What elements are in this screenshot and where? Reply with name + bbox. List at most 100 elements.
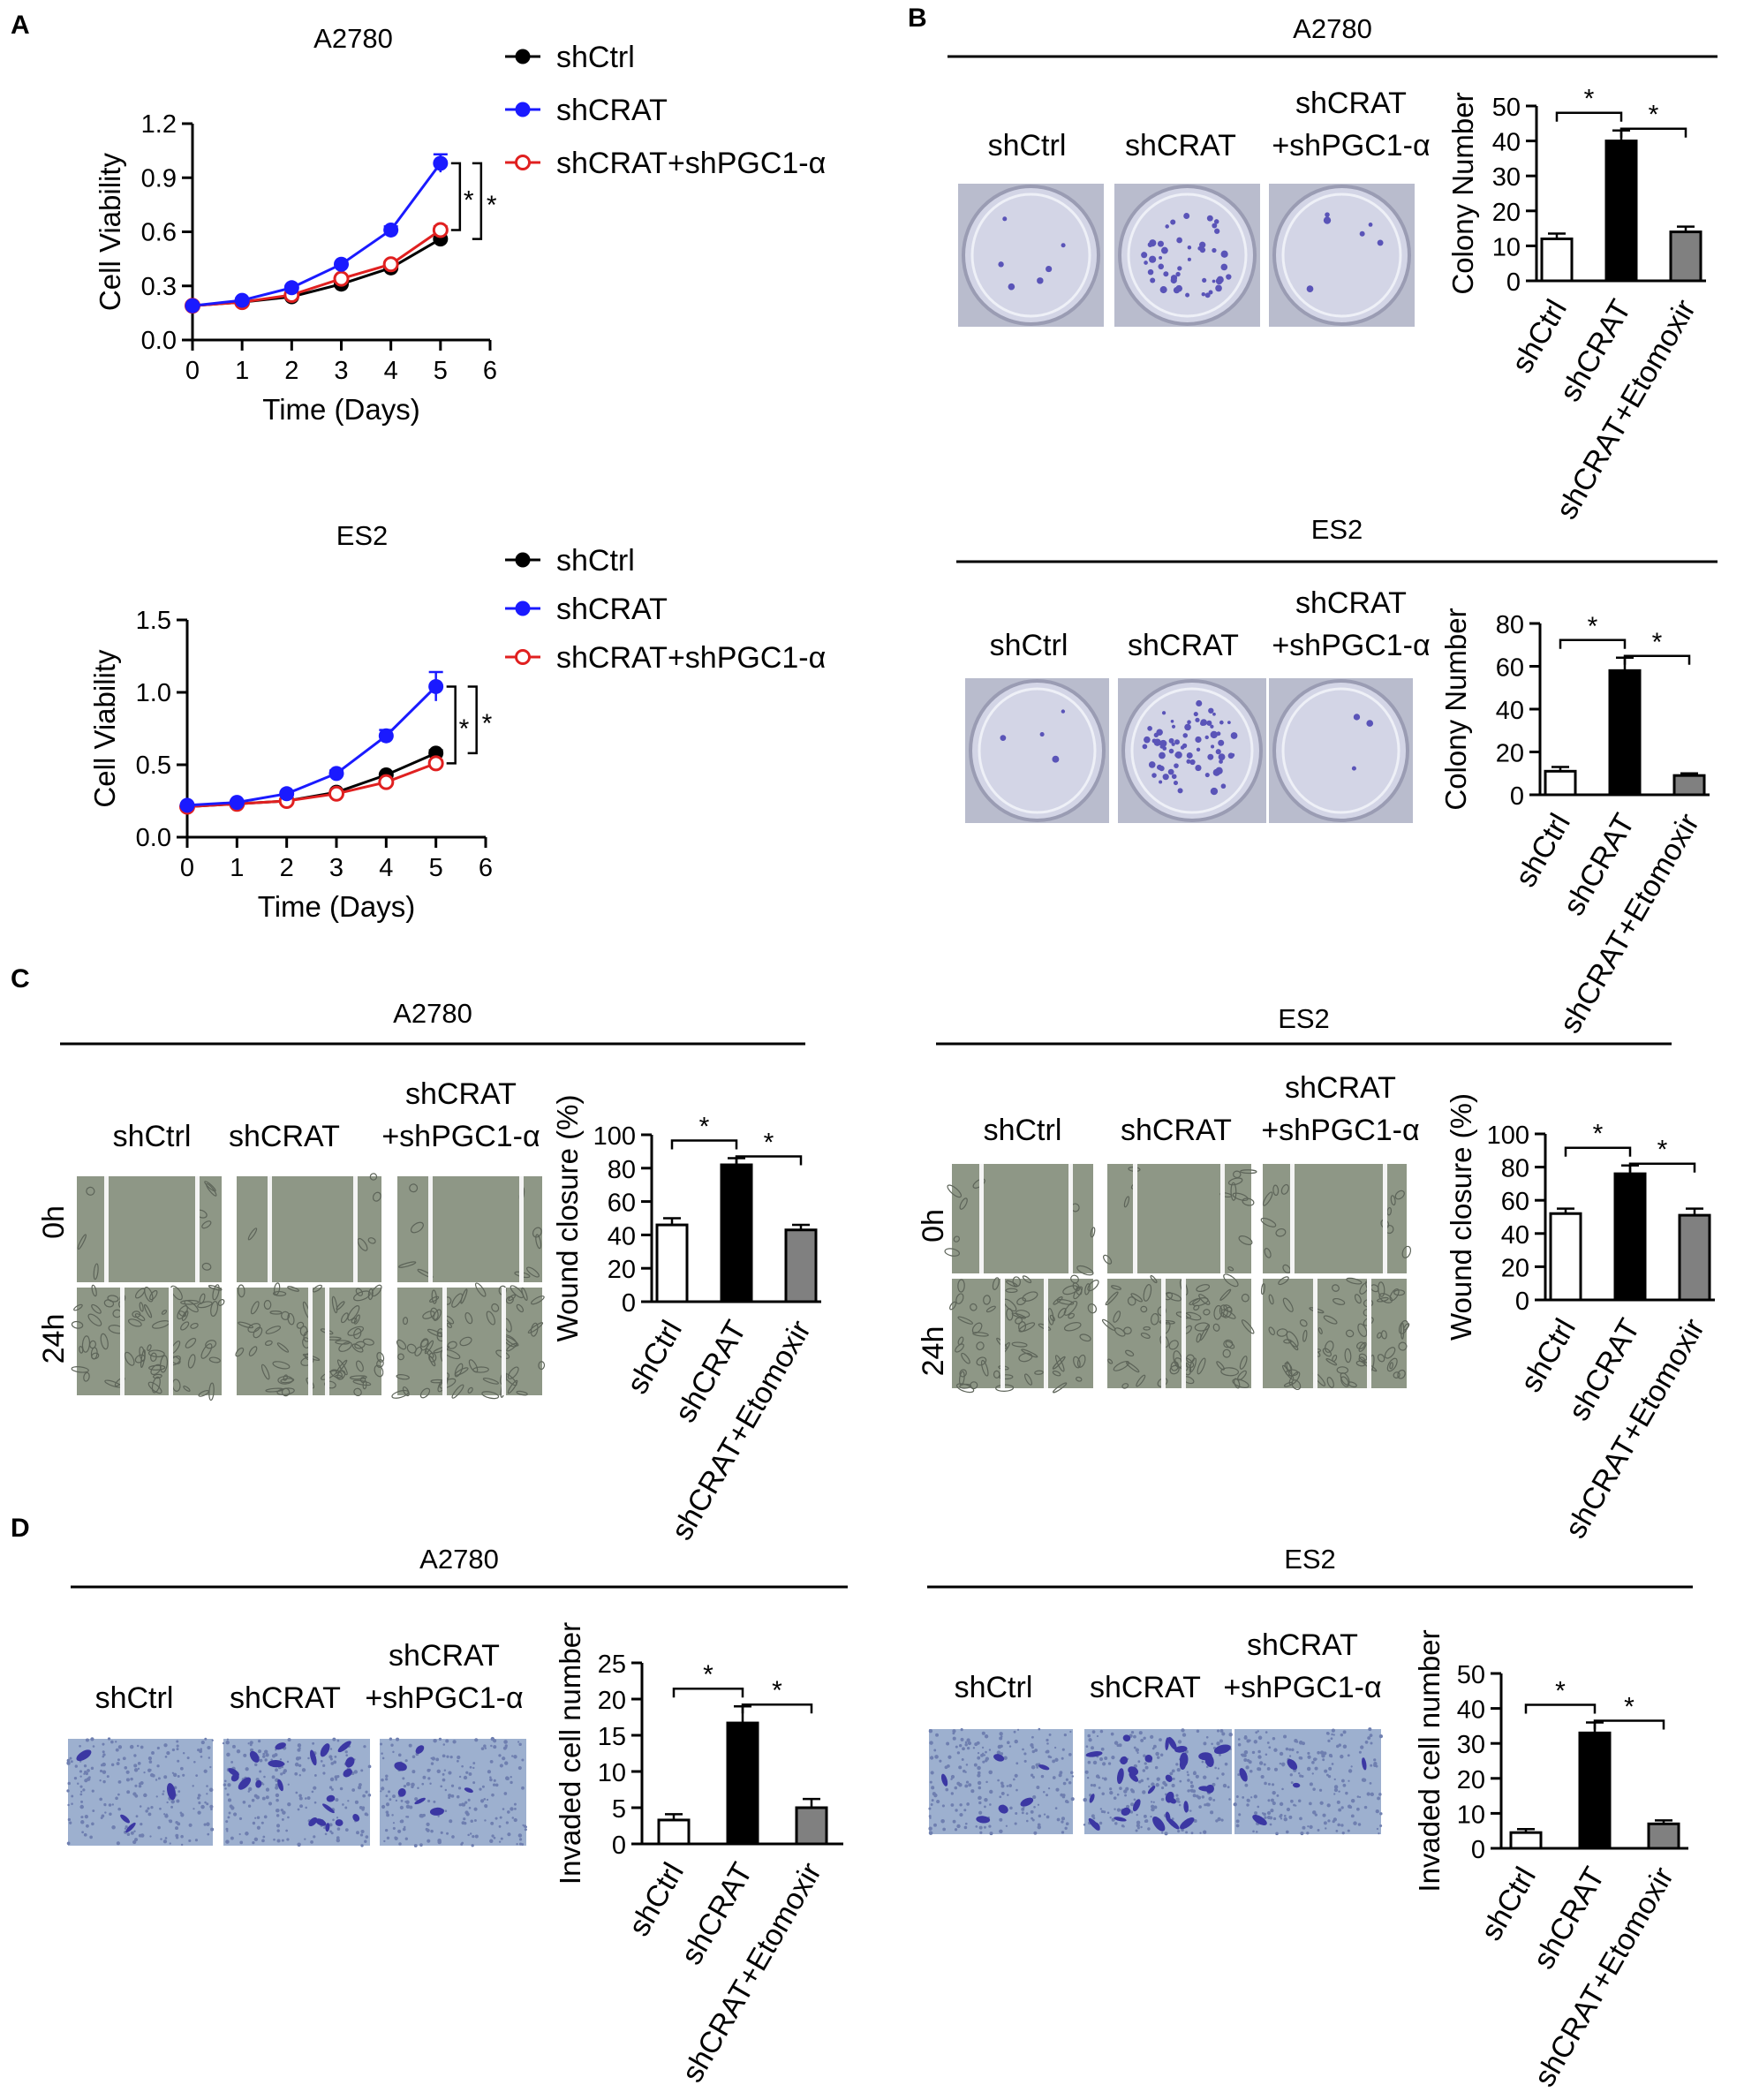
membrane-pore [110,1740,114,1744]
membrane-pore [1293,1803,1295,1807]
membrane-pore [79,1770,83,1773]
membrane-pore [200,1740,205,1745]
colony-dot [1195,736,1202,744]
membrane-pore [955,1745,958,1749]
invaded-cell [1152,1816,1166,1832]
cell-shape [1179,1279,1189,1296]
image-label: +shPGC1-α [1272,129,1430,162]
membrane-pore [1201,1795,1205,1799]
cell-shape [93,1263,99,1280]
membrane-pore [225,1820,229,1824]
membrane-pore [1348,1769,1353,1773]
membrane-pore [977,1756,981,1760]
membrane-pore [162,1839,168,1844]
membrane-pore [1212,1782,1216,1787]
membrane-pore [1159,1738,1162,1742]
invaded-cell [1085,1751,1103,1757]
membrane-pore [297,1743,302,1748]
colony-dot [1351,766,1356,771]
membrane-pore [928,1728,933,1734]
membrane-pore [452,1740,457,1744]
membrane-pore [1338,1808,1342,1812]
membrane-pore [961,1757,964,1761]
membrane-pore [1233,1802,1237,1807]
row-label-0h: 0h [37,1205,71,1239]
membrane-pore [1114,1822,1118,1825]
membrane-pore [188,1839,192,1843]
cell-shape [1005,1288,1018,1294]
membrane-pore [978,1810,983,1815]
membrane-pore [364,1839,367,1843]
membrane-pore [1013,1778,1015,1781]
significance-star: * [464,186,474,215]
membrane-pore [1060,1793,1064,1797]
membrane-pore [513,1817,517,1823]
membrane-pore [479,1799,485,1803]
membrane-pore [1208,1796,1212,1802]
membrane-pore [394,1836,398,1840]
plate-rim [1281,687,1400,814]
series-line [192,229,442,307]
membrane-pore [1025,1812,1029,1815]
membrane-pore [1264,1781,1267,1786]
membrane-pore [1266,1810,1272,1816]
membrane-pore [1046,1749,1050,1754]
colony-dot [1144,736,1151,744]
cell-shape [272,1290,287,1296]
cell-shape [1087,1280,1099,1292]
significance-star: * [487,191,497,220]
membrane-pore [490,1736,495,1741]
cell-shape [447,1341,457,1349]
membrane-pore [933,1823,937,1827]
cell-shape [1076,1376,1083,1382]
membrane-pore [111,1824,116,1830]
plate-dish [1121,679,1263,822]
membrane-pore [489,1760,494,1764]
cell-shape [1386,1206,1393,1216]
membrane-pore [298,1794,302,1798]
cell-shape [336,1370,346,1380]
membrane-pore [80,1816,84,1818]
membrane-pore [1379,1824,1383,1828]
membrane-pore [450,1794,455,1798]
membrane-pore [261,1839,265,1843]
cell-shape [1325,1341,1334,1353]
membrane-pore [210,1827,215,1832]
membrane-pore [1061,1756,1064,1760]
membrane-pore [1378,1832,1380,1835]
membrane-pore [1328,1766,1333,1771]
cell-shape [1283,1381,1294,1387]
legend-label: shCtrl [556,41,635,74]
membrane-pore [273,1838,276,1841]
membrane-pore [159,1807,162,1810]
membrane-pore [465,1771,469,1774]
membrane-pore [79,1793,83,1796]
membrane-pore [978,1795,982,1800]
data-point [185,298,200,313]
membrane-pore [1228,1733,1233,1737]
y-tick-label: 40 [1457,1696,1485,1725]
cell-shape [976,1356,987,1366]
section-C-ES2: ES2 [936,1003,1672,1046]
row-label-24h: 24h [917,1326,950,1377]
membrane-pore [954,1828,958,1832]
membrane-pore [1318,1788,1323,1792]
membrane-pore [960,1728,963,1732]
membrane-pore [238,1817,243,1820]
cell-shape [272,1361,291,1370]
membrane-pore [1065,1778,1068,1781]
cell-shape [985,1305,996,1313]
membrane-pore [1030,1809,1034,1814]
membrane-pore [1142,1790,1146,1794]
membrane-pore [1143,1814,1147,1818]
membrane-pore [1195,1774,1199,1779]
image-label: shCtrl [984,1114,1062,1147]
membrane-pore [79,1744,81,1748]
membrane-pore [209,1804,214,1809]
membrane-pore [1030,1773,1034,1777]
membrane-pore [1356,1807,1360,1811]
cell-shape [1084,1283,1091,1296]
